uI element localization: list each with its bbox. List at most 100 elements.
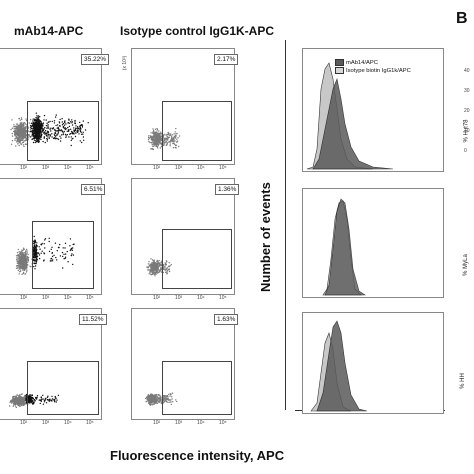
event-dot	[17, 260, 19, 263]
event-dot	[172, 401, 174, 403]
event-dot	[12, 405, 14, 407]
event-dot	[30, 124, 32, 127]
event-dot	[51, 395, 53, 398]
event-dot	[73, 133, 75, 135]
event-dot	[148, 273, 150, 275]
event-dot	[21, 118, 23, 121]
event-dot	[71, 124, 74, 126]
event-dot	[153, 259, 156, 261]
event-dot	[23, 133, 25, 136]
event-dot	[18, 403, 20, 405]
event-dot	[34, 136, 36, 138]
event-dot	[146, 266, 148, 268]
event-dot	[68, 119, 70, 121]
event-dot	[157, 141, 159, 144]
event-dot	[36, 115, 38, 117]
event-dot	[32, 124, 34, 126]
event-dot	[65, 135, 67, 137]
event-dot	[21, 139, 23, 142]
event-dot	[38, 257, 41, 260]
event-dot	[20, 130, 22, 133]
event-dot	[34, 128, 36, 130]
event-dot	[33, 262, 35, 264]
event-dot	[73, 127, 75, 129]
event-dot	[33, 133, 35, 135]
event-dot	[148, 261, 150, 263]
event-dot	[21, 260, 24, 262]
event-dot	[67, 122, 70, 124]
event-dot	[10, 128, 12, 131]
event-dot	[172, 137, 175, 139]
event-dot	[24, 134, 27, 136]
event-dot	[24, 257, 26, 259]
event-dot	[19, 140, 22, 142]
event-dot	[44, 398, 46, 400]
event-dot	[34, 268, 36, 270]
event-dot	[52, 127, 55, 129]
event-dot	[156, 260, 159, 262]
event-dot	[57, 133, 59, 135]
event-dot	[151, 148, 154, 150]
legend-swatch-mab	[335, 59, 344, 66]
event-dot	[151, 263, 153, 265]
percent-label: 6.51%	[81, 184, 106, 195]
event-dot	[36, 128, 38, 130]
event-dot	[146, 398, 148, 400]
event-dot	[22, 144, 25, 146]
event-dot	[19, 129, 21, 131]
event-dot	[25, 127, 27, 129]
event-dot	[17, 404, 19, 406]
event-dot	[42, 394, 44, 396]
event-dot	[152, 143, 154, 145]
event-dot	[57, 138, 60, 140]
event-dot	[53, 120, 56, 122]
x-tick-label: 10⁴	[64, 420, 72, 426]
event-dot	[45, 124, 48, 127]
event-dot	[41, 250, 43, 252]
event-dot	[22, 272, 24, 275]
event-dot	[43, 114, 46, 117]
dotplot-mab14-row1: 35.22%	[0, 48, 110, 165]
event-dot	[43, 131, 46, 133]
event-dot	[160, 269, 163, 271]
event-dot	[153, 267, 156, 269]
event-dot	[159, 137, 162, 139]
event-dot	[32, 126, 34, 128]
event-dot	[71, 253, 73, 255]
event-dot	[153, 399, 156, 401]
event-dot	[74, 129, 77, 132]
event-dot	[30, 398, 32, 400]
event-dot	[67, 126, 69, 129]
event-dot	[156, 146, 159, 148]
dotplot-mab14-row2: 6.51%	[0, 178, 106, 295]
event-dot	[56, 259, 58, 261]
event-dot	[17, 255, 19, 257]
y-axis-title: Number of events	[258, 182, 273, 292]
event-dot	[18, 399, 21, 402]
event-dot	[69, 245, 71, 247]
event-dot	[154, 135, 156, 137]
event-dot	[154, 271, 156, 273]
event-dot	[58, 125, 61, 127]
event-dot	[82, 133, 84, 135]
event-dot	[28, 135, 30, 137]
event-dot	[54, 128, 56, 131]
event-dot	[17, 248, 19, 251]
histogram-row3-svg	[310, 320, 368, 412]
percent-label: 35.22%	[81, 54, 110, 65]
event-dot	[23, 254, 25, 256]
x-tick-label: 10⁵	[219, 165, 227, 171]
event-dot	[153, 144, 156, 146]
event-dot	[169, 401, 171, 403]
event-dot	[69, 238, 72, 240]
event-dot	[50, 130, 52, 132]
event-dot	[156, 266, 158, 269]
event-dot	[25, 143, 27, 146]
event-dot	[62, 267, 64, 269]
event-dot	[24, 273, 26, 275]
event-dot	[22, 137, 25, 139]
event-dot	[15, 145, 17, 147]
event-dot	[25, 131, 27, 133]
event-dot	[160, 401, 163, 403]
event-dot	[33, 245, 36, 247]
